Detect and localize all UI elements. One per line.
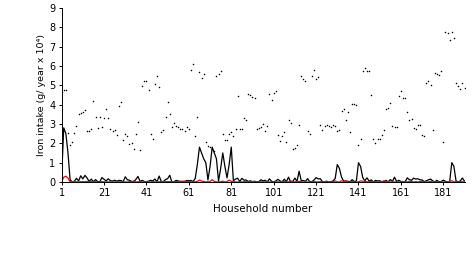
Legend: RDA, Total, Bioavailable: RDA, Total, Bioavailable [148, 259, 378, 260]
X-axis label: Household number: Household number [213, 204, 313, 214]
Y-axis label: Iron intake (g/ year x 10⁴): Iron intake (g/ year x 10⁴) [37, 34, 46, 156]
